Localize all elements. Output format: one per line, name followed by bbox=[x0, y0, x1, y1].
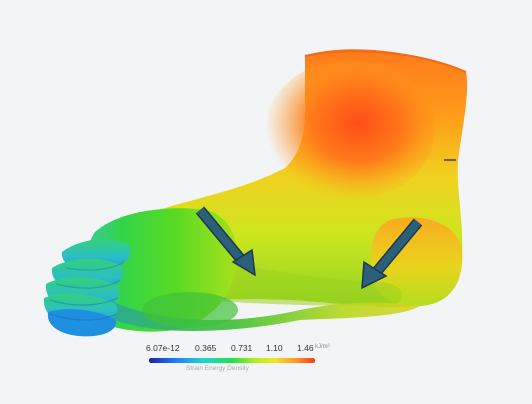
legend-title: Strain Energy Density bbox=[186, 365, 249, 372]
legend-ticks: 6.07e-12 0.365 0.731 1.10 1.46 bbox=[146, 343, 321, 355]
legend-tick-max: 1.46 bbox=[297, 343, 314, 353]
legend-tick-3: 1.10 bbox=[266, 343, 283, 353]
heel-region bbox=[370, 217, 463, 307]
legend-tick-1: 0.365 bbox=[195, 343, 217, 353]
legend-tick-min: 6.07e-12 bbox=[146, 343, 180, 353]
leg-cut-top bbox=[304, 50, 467, 73]
ankle-hotspot bbox=[265, 60, 435, 200]
arrow-midfoot bbox=[195, 206, 256, 277]
color-legend: 6.07e-12 0.365 0.731 1.10 1.46 kJ/m³ Str… bbox=[146, 343, 330, 383]
toes bbox=[43, 239, 131, 337]
plantar-pad bbox=[142, 292, 238, 328]
arrow-heel bbox=[361, 218, 423, 290]
legend-color-bar bbox=[149, 358, 315, 363]
legend-tick-2: 0.731 bbox=[231, 343, 253, 353]
legend-unit: kJ/m³ bbox=[315, 344, 330, 350]
